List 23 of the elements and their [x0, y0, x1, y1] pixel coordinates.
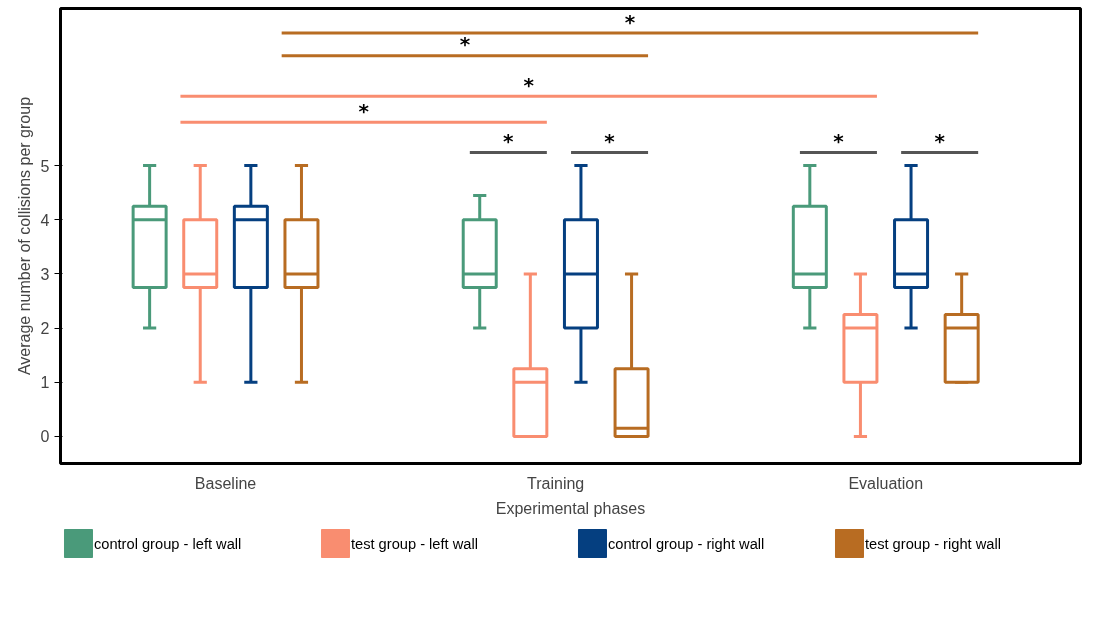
x-axis-title: Experimental phases [495, 499, 646, 517]
annotation: * [503, 129, 515, 154]
y-axis-title: Average number of collisions per group [15, 96, 33, 376]
y-tick-label: 5 [40, 157, 50, 175]
x-tick-label: Training [527, 474, 585, 492]
y-tick-label: 0 [40, 428, 50, 446]
y-tick-label: 4 [40, 211, 50, 229]
annotation: * [624, 9, 636, 34]
y-tick-label: 1 [40, 374, 50, 392]
annotation: * [459, 32, 471, 57]
annotation: * [833, 129, 845, 154]
annotation: * [934, 129, 946, 154]
legend-label: control group - right wall [607, 535, 765, 552]
legend-label: test group - right wall [864, 535, 1001, 552]
annotation: * [604, 129, 616, 154]
legend-label: test group - left wall [350, 535, 478, 552]
y-tick-label: 2 [40, 320, 50, 338]
x-tick-label: Baseline [194, 474, 257, 492]
x-tick-label: Evaluation [848, 474, 924, 492]
legend-label: control group - left wall [93, 535, 242, 552]
y-tick-label: 3 [40, 265, 50, 283]
annotation: * [358, 98, 370, 123]
annotation: * [523, 72, 535, 97]
